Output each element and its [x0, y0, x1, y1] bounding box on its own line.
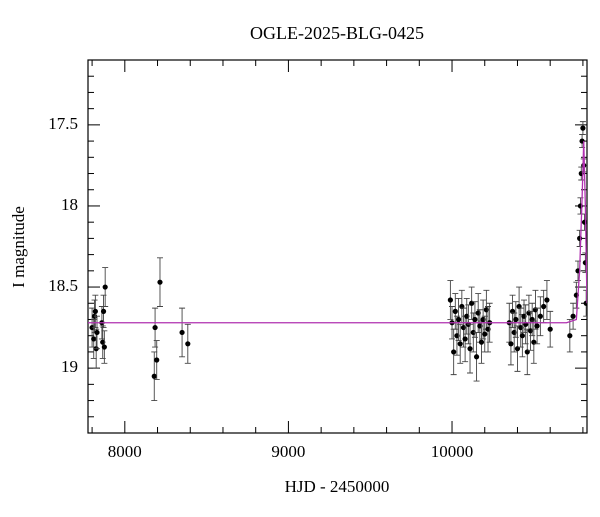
y-tick-label: 18.5 — [48, 276, 78, 295]
data-point — [154, 357, 160, 363]
data-point — [478, 339, 485, 345]
data-point — [537, 313, 543, 319]
data-point — [151, 373, 157, 379]
data-point — [567, 333, 573, 339]
data-point — [580, 125, 586, 131]
data-point — [152, 324, 158, 331]
data-point — [513, 316, 519, 323]
data-point — [544, 297, 550, 303]
y-tick-label: 18 — [61, 195, 78, 214]
data-point — [508, 341, 514, 347]
data-point — [452, 308, 458, 314]
data-point — [534, 323, 540, 329]
data-point — [94, 329, 100, 336]
data-point — [179, 329, 185, 336]
data-point — [570, 313, 576, 319]
data-point — [462, 336, 468, 342]
data-point — [581, 219, 587, 225]
x-tick-label: 8000 — [108, 442, 142, 461]
y-tick-label: 17.5 — [48, 114, 78, 133]
data-point — [451, 349, 457, 355]
model-line — [88, 141, 587, 324]
data-point — [157, 279, 163, 285]
data-point — [457, 341, 463, 347]
data-point — [472, 316, 478, 323]
data-point — [473, 354, 480, 360]
data-point — [541, 303, 547, 310]
data-point — [455, 316, 462, 323]
y-axis-label: I magnitude — [9, 206, 28, 288]
chart-title: OGLE-2025-BLG-0425 — [250, 23, 424, 43]
data-point — [447, 297, 453, 303]
data-point — [577, 235, 583, 241]
data-point — [583, 300, 587, 306]
x-axis-label: HJD - 2450000 — [285, 477, 390, 496]
data-point — [92, 308, 98, 314]
x-tick-label: 9000 — [271, 442, 305, 461]
data-point — [185, 341, 191, 347]
x-tick-label: 10000 — [431, 442, 474, 461]
data-point — [101, 344, 107, 350]
data-point — [102, 284, 108, 290]
plot-frame — [87, 59, 588, 434]
data-point — [482, 331, 488, 337]
data-point — [91, 336, 97, 342]
data-point — [547, 326, 553, 332]
plot-area — [88, 121, 587, 402]
y-tick-label: 19 — [61, 357, 78, 376]
data-point — [100, 308, 107, 314]
data-point — [467, 346, 473, 352]
data-point — [519, 333, 525, 339]
